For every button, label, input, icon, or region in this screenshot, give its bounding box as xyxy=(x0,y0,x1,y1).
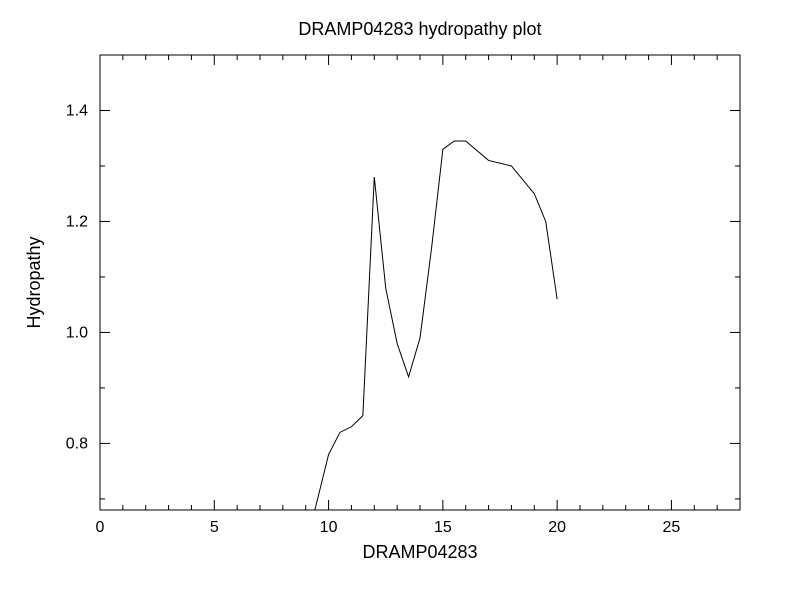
x-tick-label: 20 xyxy=(548,519,566,536)
plot-border xyxy=(100,55,740,510)
y-tick-label: 1.2 xyxy=(66,213,88,230)
x-axis-label: DRAMP04283 xyxy=(362,542,477,562)
x-tick-label: 5 xyxy=(210,519,219,536)
y-tick-label: 1.0 xyxy=(66,324,88,341)
hydropathy-line xyxy=(315,141,557,510)
x-tick-label: 0 xyxy=(96,519,105,536)
hydropathy-chart: 0 5 10 15 20 25 0.8 1.0 1.2 1.4 DRAMP04283 hydropa… xyxy=(0,0,800,600)
x-tick-label: 10 xyxy=(320,519,338,536)
chart-container: 0 5 10 15 20 25 0.8 1.0 1.2 1.4 DRAMP04283 hydropa… xyxy=(0,0,800,600)
y-tick-label: 1.4 xyxy=(66,102,88,119)
y-axis-label: Hydropathy xyxy=(24,236,44,328)
y-tick-label: 0.8 xyxy=(66,435,88,452)
x-tick-label: 15 xyxy=(434,519,452,536)
x-tick-label: 25 xyxy=(663,519,681,536)
chart-title: DRAMP04283 hydropathy plot xyxy=(298,19,541,39)
